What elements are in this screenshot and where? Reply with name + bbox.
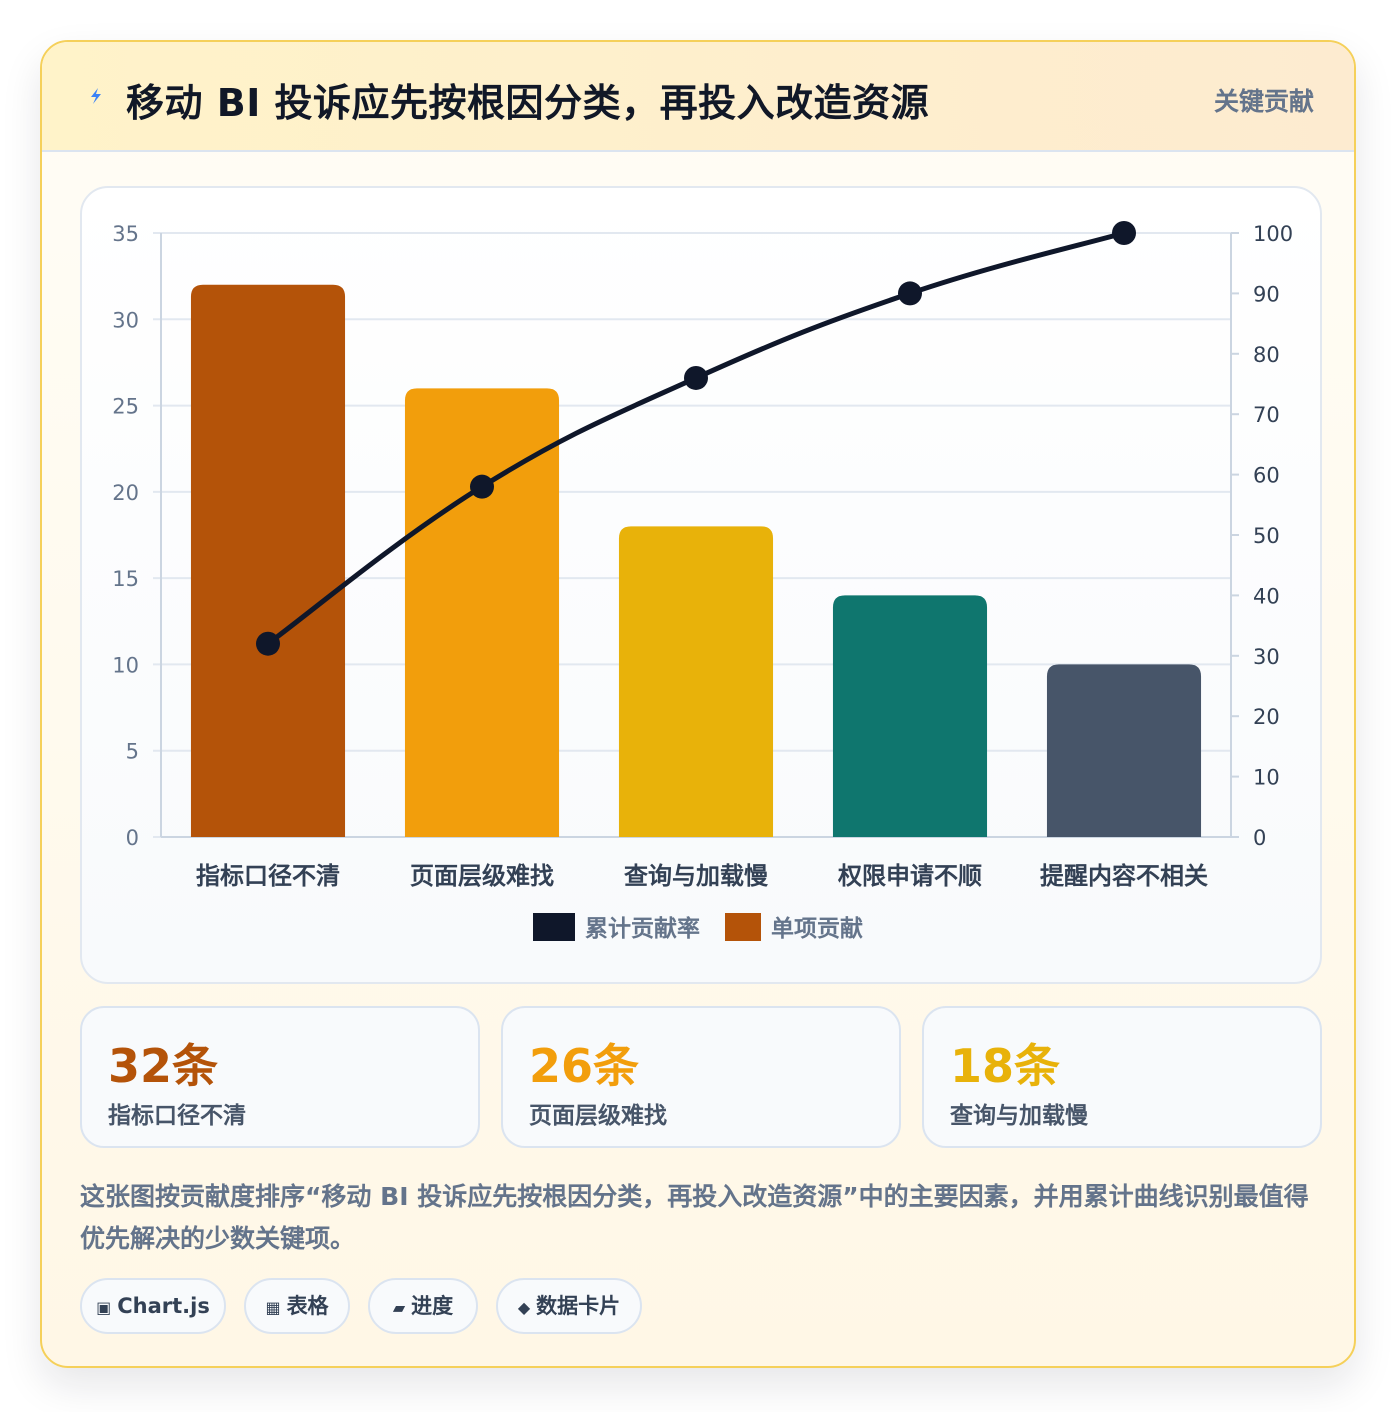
stat-value: 18条 [950,1039,1061,1093]
legend-label: 累计贡献率 [585,915,700,942]
x-tick-label: 页面层级难找 [410,862,554,890]
y-left-tick-label: 25 [112,395,139,419]
cumulative-point [256,631,280,656]
stat-label: 指标口径不清 [108,1103,246,1129]
stat-value: 32条 [108,1039,219,1093]
chip-data-card[interactable]: ◆ 数据卡片 [496,1278,642,1334]
chip-progress[interactable]: ▰ 进度 [368,1278,478,1334]
y-left-tick-label: 0 [126,826,139,850]
bar [618,526,774,837]
bar [190,284,346,837]
y-right-tick-label: 20 [1253,705,1280,729]
stat-card-2: 26条 页面层级难找 [501,1006,901,1148]
chart-icon: ▣ [96,1298,112,1317]
pareto-chart: 0 5 10 15 20 25 30 35 0 10 20 30 40 50 60 70 80 90 100 指标口径… [112,221,1293,942]
y-right-tick-label: 0 [1253,826,1266,850]
y-left-tick-label: 5 [126,740,139,764]
stat-card-3: 18条 查询与加载慢 [922,1006,1322,1148]
chip-label: 数据卡片 [536,1294,621,1318]
chip-label: 进度 [411,1294,454,1318]
x-tick-label: 权限申请不顺 [837,862,982,890]
legend-swatch [533,913,575,941]
stat-value: 26条 [529,1039,640,1093]
table-icon: ▦ [265,1298,281,1317]
y-left-tick-label: 35 [112,222,139,246]
cumulative-point [898,281,922,306]
y-right-tick-label: 40 [1253,584,1280,608]
y-right-tick-label: 10 [1253,766,1280,790]
chip-label: 表格 [286,1294,329,1318]
chip-table[interactable]: ▦ 表格 [244,1278,350,1334]
legend-label: 单项贡献 [771,916,863,942]
chart-panel: 0 5 10 15 20 25 30 35 0 10 20 30 40 50 60 70 80 90 100 指标口径… [80,186,1322,984]
y-left-tick-label: 30 [112,308,139,332]
x-tick-label: 查询与加载慢 [624,862,769,890]
cumulative-point [470,474,494,499]
chart-description: 这张图按贡献度排序“移动 BI 投诉应先按根因分类，再投入改造资源”中的主要因素… [80,1182,1309,1253]
bar [404,388,560,837]
card-header: 移动 BI 投诉应先按根因分类，再投入改造资源 关键贡献 [42,42,1354,152]
diamond-icon: ◆ [517,1298,531,1317]
legend-swatch [725,913,761,941]
y-right-tick-label: 50 [1253,524,1280,548]
chip-label: Chart.js [117,1294,210,1318]
y-right-tick-label: 60 [1253,464,1280,488]
x-tick-label: 提醒内容不相关 [1040,862,1208,890]
chart-card: 移动 BI 投诉应先按根因分类，再投入改造资源 关键贡献 0 5 10 15 20 25 3… [40,40,1356,1368]
lightning-icon [91,88,101,104]
chip-chartjs[interactable]: ▣ Chart.js [80,1278,226,1334]
y-right-tick-label: 80 [1253,343,1280,367]
y-left-tick-label: 15 [112,567,139,591]
header-tag: 关键贡献 [1213,87,1314,116]
y-right-tick-label: 70 [1253,403,1280,427]
y-right-tick-label: 30 [1253,645,1280,669]
y-right-tick-label: 90 [1253,282,1280,306]
stat-label: 页面层级难找 [529,1103,667,1129]
page-title: 移动 BI 投诉应先按根因分类，再投入改造资源 [126,81,930,125]
progress-icon: ▰ [392,1298,406,1317]
cumulative-point [684,365,708,390]
y-left-tick-label: 10 [112,653,139,677]
stat-card-1: 32条 指标口径不清 [80,1006,480,1148]
cumulative-point [1112,221,1136,245]
bar [1046,664,1202,837]
stat-label: 查询与加载慢 [950,1103,1088,1129]
y-left-tick-label: 20 [112,481,139,505]
y-right-tick-label: 100 [1253,222,1293,246]
bar [832,595,988,837]
x-tick-label: 指标口径不清 [196,862,340,890]
